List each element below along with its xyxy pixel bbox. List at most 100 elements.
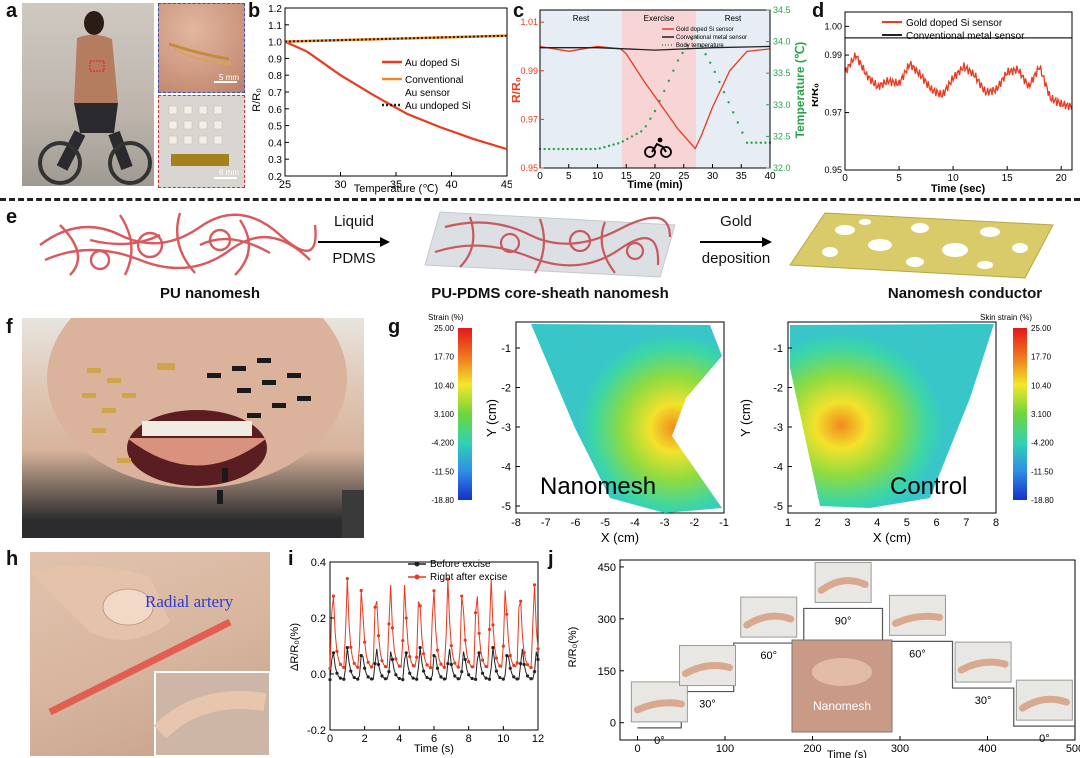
chart-c: Rest Exercise Rest 0 5 10 15 20 25 30 35 40 0.95 0… — [512, 5, 807, 191]
sensor-on-skin-illustration — [168, 42, 237, 83]
map-right-xtick: 6 — [934, 517, 940, 529]
point-c-temp — [607, 144, 611, 148]
point-c-temp — [663, 89, 666, 93]
series-i-0 — [329, 647, 539, 681]
point-i-1 — [501, 644, 505, 648]
point-i-1 — [422, 652, 426, 656]
hand-shape-1 — [682, 662, 733, 678]
tick-label-j-y: 150 — [598, 666, 616, 678]
face-photo — [22, 318, 364, 538]
map-left-ytick: -4 — [501, 462, 511, 474]
tick-label-j-x: 100 — [716, 743, 734, 755]
point-c-temp — [571, 147, 574, 151]
point-i-1 — [505, 612, 509, 616]
tick-label-b-y: 0.7 — [268, 88, 282, 99]
point-c-temp — [566, 147, 569, 151]
zoom-photo-face: 5 mm — [158, 3, 245, 93]
map-left-xtick: -6 — [571, 517, 581, 529]
point-i-0 — [532, 670, 537, 674]
map-left-ytick: -3 — [501, 422, 511, 434]
chart-b-legend: Au doped Si Conventional Au sensor Au un… — [382, 58, 471, 112]
tick-label-d-y: 0.97 — [824, 108, 842, 118]
chart-c-ylabel-right: Temperature (℃) — [793, 42, 807, 139]
point-i-0 — [359, 654, 363, 658]
point-i-1 — [404, 616, 408, 620]
point-i-0 — [529, 677, 533, 681]
point-i-1 — [328, 666, 332, 670]
hand-shape-3 — [817, 577, 869, 594]
series-b-2 — [284, 34, 508, 43]
point-i-1 — [338, 662, 342, 666]
colorbar-right-tick: -18.80 — [1031, 496, 1054, 505]
tick-label-c-x: 25 — [678, 171, 690, 182]
series-c-1 — [540, 45, 771, 51]
point-i-0 — [446, 662, 450, 666]
tick-label-i-y: 0.4 — [311, 557, 326, 569]
panel-label-e: e — [6, 206, 18, 228]
point-c-temp — [709, 61, 712, 64]
tick-label-c-x: 10 — [592, 171, 604, 182]
map-left-xtick: -7 — [541, 517, 551, 529]
point-c-temp — [745, 141, 749, 144]
point-i-0 — [456, 677, 460, 681]
point-c-temp — [598, 147, 601, 150]
map-label-nanomesh: Nanomesh — [540, 473, 656, 500]
point-i-1 — [487, 627, 492, 632]
point-c-temp — [640, 130, 643, 133]
colorbar-right-title: Skin strain (%) — [980, 313, 1032, 322]
map-label-control: Control — [890, 473, 967, 500]
point-c-temp — [713, 70, 716, 74]
point-i-1 — [522, 650, 526, 655]
chart-d-legend: Gold doped Si sensor Conventional metal … — [882, 18, 1025, 42]
point-i-1 — [383, 664, 388, 669]
region-label-rest-1: Rest — [573, 14, 590, 23]
pu-nanomesh-illustration — [39, 212, 317, 276]
point-c-temp — [727, 101, 730, 104]
map-left-xtick: -8 — [511, 517, 521, 529]
chart-d-frame — [844, 11, 1073, 171]
point-i-0 — [345, 646, 349, 650]
point-i-0 — [428, 677, 433, 681]
zoom-photo-sensor: 6 mm — [158, 95, 245, 188]
point-c-temp — [580, 147, 583, 151]
arrow1-bottom-text: PDMS — [332, 250, 376, 267]
tick-label-c-x: 15 — [621, 171, 633, 182]
point-c-temp — [672, 69, 675, 72]
colorbar-left-tick: 10.40 — [434, 381, 455, 390]
point-c-temp — [690, 37, 693, 41]
point-i-0 — [498, 675, 502, 680]
region-label-exercise: Exercise — [644, 14, 675, 23]
map-left-xtick: -2 — [689, 517, 699, 529]
tick-label-j-x: 200 — [803, 743, 821, 755]
tick-label-d-y: 1.00 — [824, 21, 842, 31]
chart-i-xlabel: Time (s) — [414, 743, 454, 755]
tick-label-c-y2: 34.0 — [773, 37, 791, 47]
legend-d-conventional: Conventional metal sensor — [906, 31, 1025, 42]
arrow2-bottom-text: deposition — [701, 250, 771, 267]
tick-label-c-x: 5 — [566, 171, 572, 182]
point-i-1 — [370, 665, 374, 669]
point-i-1 — [470, 665, 474, 669]
point-i-0 — [467, 673, 471, 677]
colorbar-right — [1013, 328, 1027, 500]
angle-label-6: 0° — [1039, 733, 1050, 745]
colorbar-right-tick: 10.40 — [1031, 381, 1052, 390]
point-c-temp — [584, 147, 588, 151]
map-right-ytick: -5 — [773, 501, 783, 513]
colorbar-left-tick: -18.80 — [431, 496, 454, 505]
map-control — [790, 324, 994, 508]
point-i-0 — [425, 675, 429, 680]
tick-label-i-x: 2 — [362, 733, 368, 745]
point-i-1 — [498, 664, 502, 668]
map-left-ytick: -5 — [501, 501, 511, 513]
point-i-1 — [366, 660, 370, 664]
point-i-0 — [463, 657, 467, 662]
point-i-0 — [373, 662, 377, 666]
chart-b-xlabel: Temperature (℃) — [354, 183, 439, 195]
legend-conventional: Conventional — [405, 75, 463, 86]
point-c-temp — [575, 147, 578, 151]
hand-shape-4 — [892, 612, 943, 627]
point-c-temp — [644, 125, 647, 128]
map-left-xtick: -1 — [719, 517, 729, 529]
point-c-temp — [626, 137, 629, 141]
